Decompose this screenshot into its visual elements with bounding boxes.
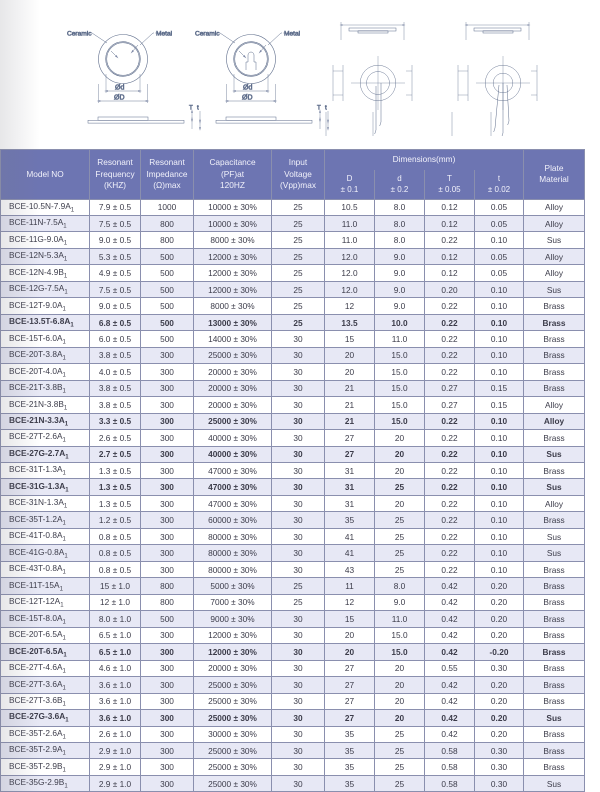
svg-text:ØD: ØD (242, 95, 253, 102)
svg-text:Metal: Metal (284, 31, 301, 38)
svg-text:t: t (197, 105, 199, 112)
svg-text:Ød: Ød (243, 85, 252, 92)
svg-text:T: T (189, 105, 193, 112)
svg-text:Ød: Ød (115, 85, 124, 92)
svg-text:ØD: ØD (114, 95, 125, 102)
svg-text:t: t (325, 105, 327, 112)
svg-text:T: T (317, 105, 321, 112)
svg-text:Metal: Metal (156, 31, 173, 38)
svg-text:Ceramic: Ceramic (67, 31, 92, 38)
svg-text:Ceramic: Ceramic (195, 31, 220, 38)
